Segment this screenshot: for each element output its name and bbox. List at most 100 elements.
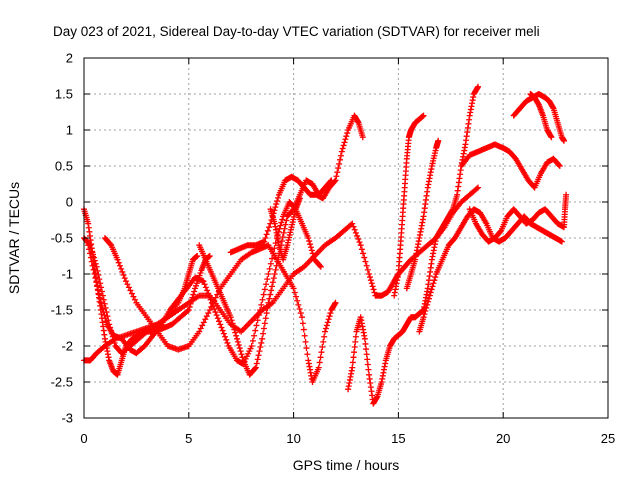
y-tick-label: 1 bbox=[66, 123, 73, 138]
chart-title: Day 023 of 2021, Sidereal Day-to-day VTE… bbox=[53, 24, 540, 39]
data-point bbox=[252, 327, 259, 334]
data-point bbox=[209, 300, 216, 307]
data-series bbox=[466, 191, 570, 245]
data-point bbox=[260, 330, 267, 337]
data-point bbox=[301, 332, 308, 339]
data-point bbox=[115, 259, 122, 266]
data-point bbox=[205, 310, 212, 317]
y-tick-label: 1.5 bbox=[55, 87, 73, 102]
data-point bbox=[119, 268, 126, 275]
x-tick-label: 10 bbox=[286, 431, 300, 446]
data-point bbox=[307, 244, 314, 251]
data-point bbox=[261, 238, 268, 245]
data-series bbox=[391, 112, 427, 299]
data-point bbox=[334, 169, 341, 176]
data-point bbox=[308, 247, 315, 254]
data-point bbox=[197, 325, 204, 332]
data-point bbox=[295, 301, 302, 308]
y-tick-label: -0.5 bbox=[51, 231, 73, 246]
data-point bbox=[337, 152, 344, 159]
data-point bbox=[309, 250, 316, 257]
data-point bbox=[262, 315, 269, 322]
data-point bbox=[101, 312, 108, 319]
data-point bbox=[432, 274, 439, 281]
data-point bbox=[206, 253, 213, 259]
data-point bbox=[94, 267, 101, 274]
data-point bbox=[320, 338, 327, 345]
data-point bbox=[238, 351, 245, 358]
data-point bbox=[200, 319, 207, 326]
data-point bbox=[305, 235, 312, 241]
data-point bbox=[343, 133, 350, 140]
data-point bbox=[473, 185, 480, 192]
data-point bbox=[93, 263, 100, 270]
data-point bbox=[235, 341, 242, 348]
data-point bbox=[275, 194, 282, 201]
x-tick-label: 5 bbox=[185, 431, 192, 446]
data-point bbox=[423, 304, 430, 311]
data-point bbox=[359, 134, 366, 141]
data-point bbox=[91, 257, 98, 264]
data-point bbox=[357, 242, 364, 249]
data-point bbox=[425, 298, 432, 305]
data-point bbox=[369, 283, 376, 290]
data-point bbox=[360, 250, 367, 257]
data-point bbox=[332, 177, 339, 184]
data-point bbox=[200, 278, 207, 285]
data-series bbox=[403, 137, 442, 292]
data-point bbox=[352, 229, 359, 236]
data-point bbox=[255, 312, 262, 319]
data-point bbox=[350, 354, 357, 361]
data-point bbox=[363, 346, 370, 353]
data-series bbox=[101, 235, 339, 385]
data-point bbox=[269, 279, 276, 286]
data-point bbox=[548, 134, 555, 141]
data-point bbox=[253, 322, 260, 329]
data-point bbox=[563, 191, 570, 198]
data-point bbox=[96, 276, 103, 283]
data-point bbox=[259, 296, 266, 303]
data-point bbox=[272, 204, 279, 211]
data-point bbox=[420, 314, 427, 321]
data-point bbox=[279, 233, 286, 240]
data-point bbox=[266, 224, 273, 231]
data-point bbox=[368, 280, 375, 287]
data-point bbox=[257, 344, 264, 351]
data-point bbox=[366, 271, 373, 277]
data-point bbox=[261, 320, 268, 327]
data-point bbox=[91, 271, 98, 277]
data-point bbox=[268, 287, 275, 294]
data-point bbox=[364, 361, 371, 368]
ticks bbox=[83, 57, 609, 419]
data-point bbox=[362, 258, 369, 265]
data-point bbox=[254, 356, 261, 363]
y-tick-label: -2.5 bbox=[51, 375, 73, 390]
data-point bbox=[323, 322, 330, 329]
x-tick-label: 15 bbox=[391, 431, 405, 446]
data-point bbox=[248, 343, 255, 349]
data-point bbox=[258, 301, 265, 308]
data-point bbox=[274, 258, 281, 265]
data-point bbox=[264, 276, 271, 283]
data-point bbox=[263, 310, 270, 317]
data-point bbox=[282, 221, 289, 228]
data-point bbox=[202, 316, 209, 323]
data-point bbox=[85, 242, 92, 249]
data-point bbox=[102, 315, 109, 322]
data-point bbox=[219, 327, 226, 334]
data-point bbox=[290, 285, 297, 292]
data-point bbox=[266, 265, 273, 272]
data-point bbox=[191, 288, 198, 295]
y-tick-label: -2 bbox=[61, 339, 73, 354]
data-point bbox=[344, 130, 351, 137]
data-point bbox=[222, 333, 229, 340]
data-point bbox=[92, 275, 99, 282]
data-point bbox=[239, 354, 246, 361]
data-point bbox=[205, 290, 212, 297]
data-point bbox=[95, 272, 102, 279]
data-series bbox=[267, 195, 303, 263]
x-tick-labels: 0 5 10 15 20 25 bbox=[80, 431, 615, 446]
data-point bbox=[212, 309, 219, 316]
data-point bbox=[98, 302, 105, 309]
